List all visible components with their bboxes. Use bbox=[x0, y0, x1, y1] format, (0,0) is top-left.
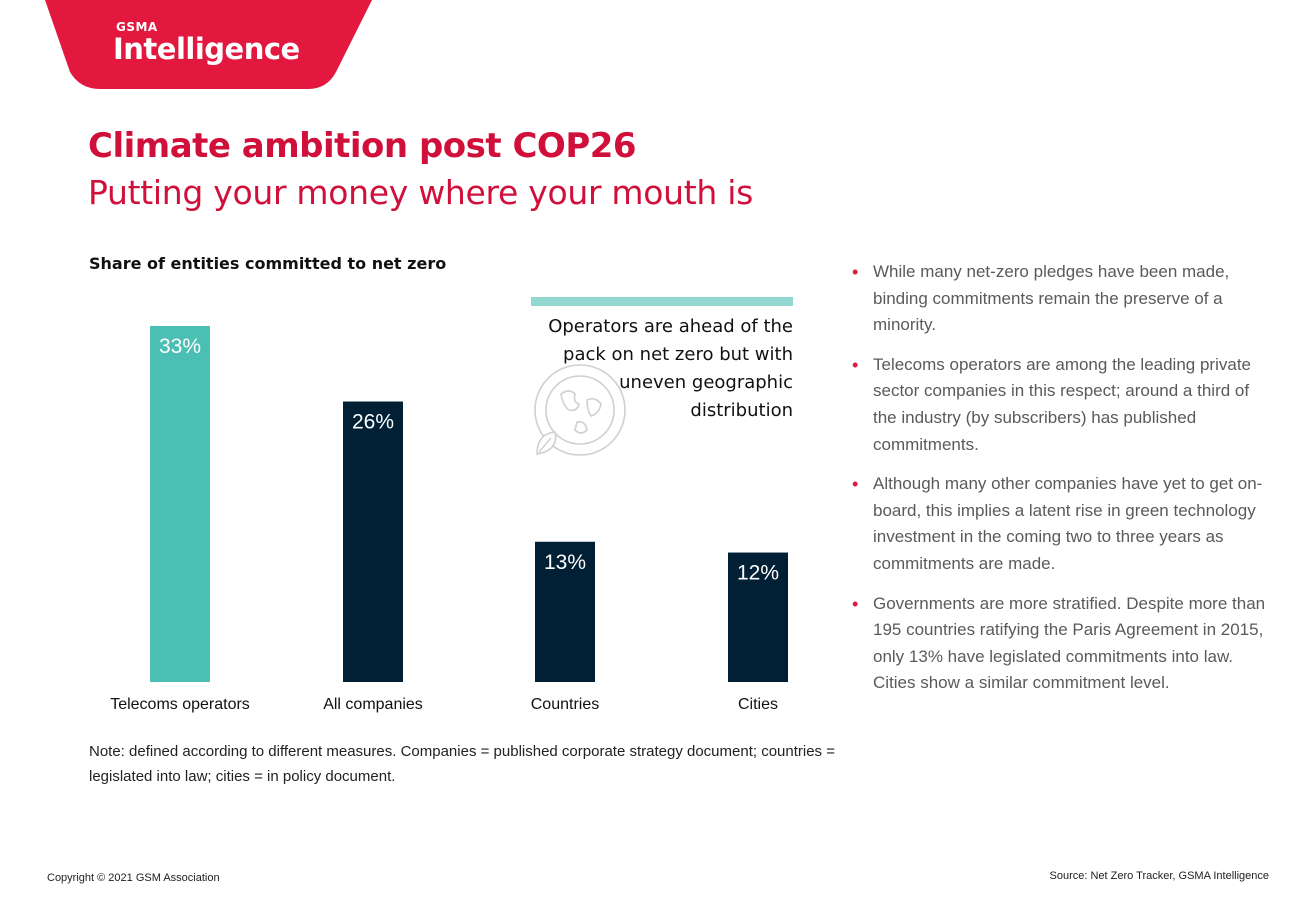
logo-intelligence-text: Intelligence bbox=[113, 32, 300, 66]
chart-note: Note: defined according to different mea… bbox=[89, 743, 835, 785]
bar-all-companies bbox=[343, 401, 403, 682]
copyright-text: Copyright © 2021 GSM Association bbox=[47, 872, 220, 884]
callout-text: Operators are ahead of the pack on net z… bbox=[548, 316, 793, 421]
bar-value-label: 33% bbox=[159, 335, 201, 358]
bar-telecoms-operators bbox=[150, 326, 210, 682]
bullet-text: Telecoms operators are among the leading… bbox=[873, 354, 1251, 454]
page-subtitle: Putting your money where your mouth is bbox=[88, 173, 753, 212]
logo-gsma-text: GSMA bbox=[116, 20, 158, 34]
category-label: Cities bbox=[738, 696, 778, 713]
bar-cities bbox=[728, 552, 788, 682]
bullet-text: Governments are more stratified. Despite… bbox=[873, 593, 1266, 693]
bullet-dot-icon: • bbox=[852, 474, 859, 495]
bullet-text: While many net-zero pledges have been ma… bbox=[873, 262, 1230, 335]
bullet-dot-icon: • bbox=[852, 262, 859, 282]
bar-chart: 33% Telecoms operators 26% All companies 13%… bbox=[110, 326, 788, 713]
bullet-dot-icon: • bbox=[852, 593, 859, 614]
bullet-dot-icon: • bbox=[852, 354, 859, 375]
bullet-item: • Telecoms operators are among the leadin… bbox=[852, 352, 1272, 458]
insight-bullet-list: • While many net-zero pledges have been m… bbox=[852, 259, 1272, 710]
bullet-item: • Governments are more stratified. Despit… bbox=[852, 591, 1272, 697]
bar-value-label: 12% bbox=[737, 562, 779, 585]
category-label: All companies bbox=[323, 696, 423, 713]
bullet-item: • While many net-zero pledges have been m… bbox=[852, 259, 1272, 339]
source-text: Source: Net Zero Tracker, GSMA Intellige… bbox=[1049, 870, 1269, 882]
bar-value-label: 26% bbox=[352, 411, 394, 434]
globe-leaf-icon bbox=[534, 364, 626, 456]
bullet-text: Although many other companies have yet t… bbox=[873, 474, 1263, 573]
category-label: Telecoms operators bbox=[110, 696, 250, 713]
chart-title: Share of entities committed to net zero bbox=[89, 254, 447, 273]
callout-accent-bar bbox=[531, 297, 793, 306]
bar-value-label: 13% bbox=[544, 551, 586, 574]
category-label: Countries bbox=[531, 696, 599, 713]
bar-countries bbox=[535, 541, 595, 682]
gsma-logo-banner bbox=[45, 0, 372, 89]
page-title: Climate ambition post COP26 bbox=[88, 126, 637, 166]
bullet-item: • Although many other companies have yet … bbox=[852, 471, 1272, 577]
